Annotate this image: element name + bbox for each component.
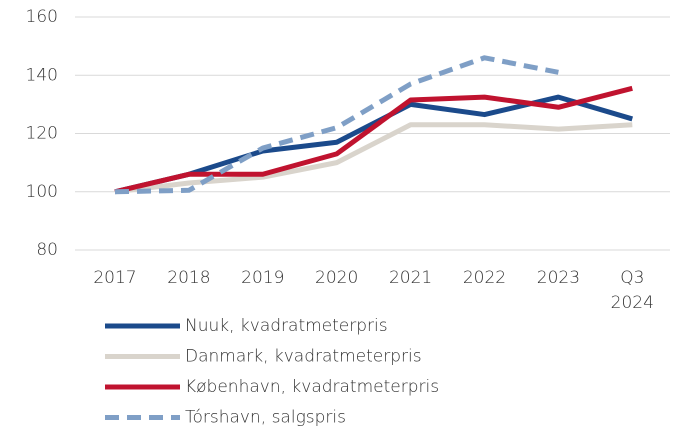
x-tick-label: 2019 <box>241 268 285 288</box>
x-tick-label: 2022 <box>462 268 507 288</box>
series-line <box>114 94 634 195</box>
y-tick-label: 140 <box>26 65 58 85</box>
y-tick-label: 160 <box>26 7 58 27</box>
x-tick-label: 2018 <box>167 268 211 288</box>
series-line <box>114 122 633 195</box>
y-tick-label: 100 <box>26 182 58 202</box>
legend-label: Danmark, kvadratmeterpris <box>185 347 422 367</box>
y-tick-label: 120 <box>26 124 58 144</box>
x-tick-label: 2023 <box>536 268 581 288</box>
x-tick-label: 2017 <box>93 268 137 288</box>
legend-label: København, kvadratmeterpris <box>185 377 439 397</box>
legend-label: Nuuk, kvadratmeterpris <box>185 316 388 336</box>
x-tick-label: 2021 <box>388 268 433 288</box>
series-line <box>114 55 559 195</box>
y-tick-label: 80 <box>36 240 58 260</box>
x-tick-label: Q3 2024 <box>610 268 654 313</box>
legend-label: Tórshavn, salgspris <box>185 408 346 428</box>
series-line <box>114 85 633 195</box>
x-tick-label: 2020 <box>315 268 359 288</box>
